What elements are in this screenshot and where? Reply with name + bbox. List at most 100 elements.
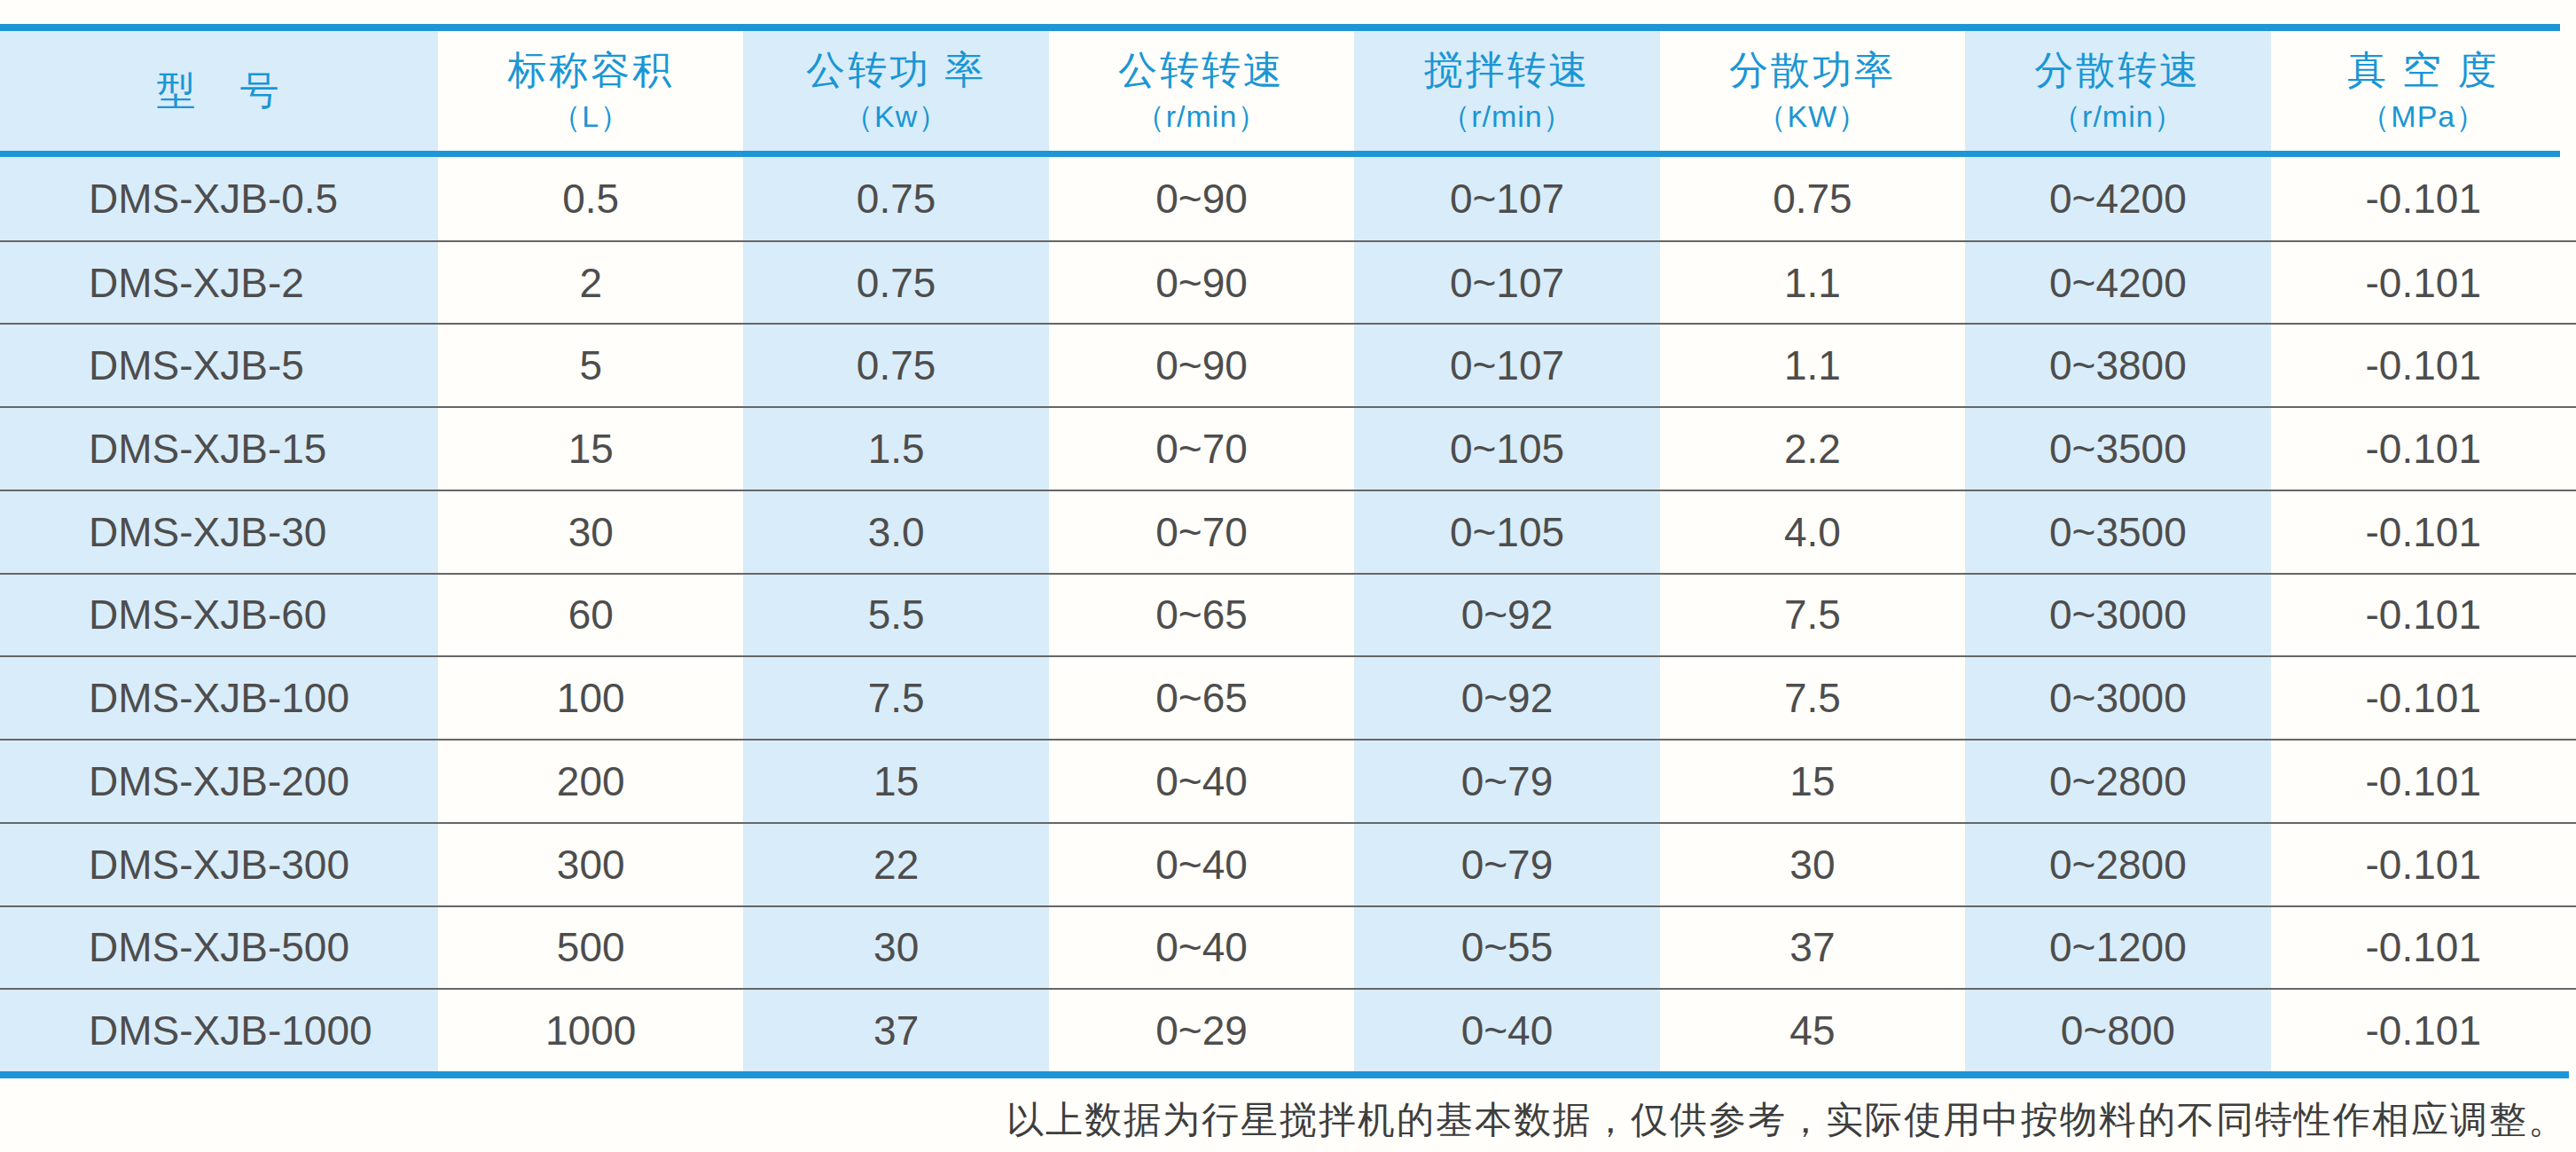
table-cell: 0~3500 (1965, 408, 2270, 490)
table-cell: 0~40 (1049, 741, 1354, 822)
table-cell: 100 (438, 657, 743, 739)
table-header-row: 型 号标称容积（L）公转功 率（Kw）公转转速（r/min）搅拌转速（r/min… (0, 31, 2576, 151)
table-cell: 500 (438, 907, 743, 989)
header-label: 公转功 率 (806, 48, 986, 93)
table-cell: 0~107 (1354, 325, 1659, 406)
table-cell: 0~1200 (1965, 907, 2270, 989)
table-bottom-border-line (0, 1071, 2569, 1078)
header-cell-4: 搅拌转速（r/min） (1354, 31, 1659, 151)
table-cell: 0~65 (1049, 657, 1354, 739)
table-cell: -0.101 (2271, 242, 2576, 324)
table-cell: 15 (1660, 741, 1965, 822)
table-cell: 2 (438, 242, 743, 324)
table-cell: -0.101 (2271, 907, 2576, 989)
table-cell: 4.0 (1660, 491, 1965, 573)
table-cell: 2.2 (1660, 408, 1965, 490)
table-cell: -0.101 (2271, 491, 2576, 573)
header-cell-7: 真 空 度 （MPa） (2271, 31, 2576, 151)
table-cell: 30 (743, 907, 1048, 989)
table-cell: 15 (438, 408, 743, 490)
table-cell: -0.101 (2271, 408, 2576, 490)
table-cell: 30 (1660, 824, 1965, 905)
model-cell: DMS-XJB-15 (0, 408, 438, 490)
footer-note-area: 以上数据为行星搅拌机的基本数据，仅供参考，实际使用中按物料的不同特性作相应调整。 (0, 1078, 2576, 1152)
table-cell: 5.5 (743, 575, 1048, 656)
table-cell: 300 (438, 824, 743, 905)
table-cell: 1.1 (1660, 325, 1965, 406)
table-cell: 0~70 (1049, 491, 1354, 573)
table-cell: 0~55 (1354, 907, 1659, 989)
table-row: DMS-XJB-0.50.50.750~900~1070.750~4200-0.… (0, 157, 2576, 240)
top-margin (0, 0, 2576, 24)
table-cell: 0~4200 (1965, 157, 2270, 240)
footer-note: 以上数据为行星搅拌机的基本数据，仅供参考，实际使用中按物料的不同特性作相应调整。 (1006, 1095, 2567, 1145)
table-cell: 0.75 (1660, 157, 1965, 240)
model-cell: DMS-XJB-5 (0, 325, 438, 406)
table-cell: 0~3800 (1965, 325, 2270, 406)
table-cell: 0~92 (1354, 575, 1659, 656)
header-unit: （KW） (1757, 99, 1869, 134)
table-row: DMS-XJB-550.750~900~1071.10~3800-0.101 (0, 323, 2576, 406)
table-cell: 0~3000 (1965, 575, 2270, 656)
table-cell: 0.75 (743, 157, 1048, 240)
model-cell: DMS-XJB-2 (0, 242, 438, 324)
table-row: DMS-XJB-1001007.50~650~927.50~3000-0.101 (0, 655, 2576, 739)
header-cell-5: 分散功率 （KW） (1660, 31, 1965, 151)
table-row: DMS-XJB-15151.50~700~1052.20~3500-0.101 (0, 406, 2576, 490)
table-cell: 7.5 (743, 657, 1048, 739)
table-cell: 0.5 (438, 157, 743, 240)
table-cell: 45 (1660, 990, 1965, 1071)
header-label: 搅拌转速 (1423, 48, 1590, 93)
table-row: DMS-XJB-60605.50~650~927.50~3000-0.101 (0, 573, 2576, 656)
table-cell: 0~90 (1049, 325, 1354, 406)
table-cell: -0.101 (2271, 741, 2576, 822)
model-cell: DMS-XJB-60 (0, 575, 438, 656)
table-cell: 0~105 (1354, 408, 1659, 490)
header-cell-6: 分散转速 （r/min） (1965, 31, 2270, 151)
table-cell: 200 (438, 741, 743, 822)
header-unit: （r/min） (2051, 99, 2185, 134)
table-cell: 0~70 (1049, 408, 1354, 490)
table-cell: 3.0 (743, 491, 1048, 573)
model-cell: DMS-XJB-0.5 (0, 157, 438, 240)
header-cell-0: 型 号 (0, 31, 438, 151)
table-cell: -0.101 (2271, 824, 2576, 905)
table-row: DMS-XJB-300300220~400~79300~2800-0.101 (0, 822, 2576, 905)
header-label: 分散转速 (2034, 48, 2201, 93)
table-cell: -0.101 (2271, 990, 2576, 1071)
table-cell: -0.101 (2271, 575, 2576, 656)
table-cell: 0~65 (1049, 575, 1354, 656)
header-label: 型 号 (157, 68, 282, 114)
table-cell: 0.75 (743, 325, 1048, 406)
table-cell: 0~4200 (1965, 242, 2270, 324)
table-cell: 0~105 (1354, 491, 1659, 573)
header-label: 标称容积 (507, 48, 674, 93)
table-cell: -0.101 (2271, 657, 2576, 739)
table-cell: 0~40 (1354, 990, 1659, 1071)
table-row: DMS-XJB-10001000370~290~40450~800-0.101 (0, 988, 2576, 1071)
table-cell: 0~79 (1354, 741, 1659, 822)
model-cell: DMS-XJB-300 (0, 824, 438, 905)
table-cell: 0~92 (1354, 657, 1659, 739)
header-label: 真 空 度 (2347, 48, 2499, 93)
table-cell: 7.5 (1660, 657, 1965, 739)
table-cell: 0~107 (1354, 157, 1659, 240)
table-cell: 0~107 (1354, 242, 1659, 324)
table-top-border-line (0, 24, 2560, 31)
header-cell-1: 标称容积（L） (438, 31, 743, 151)
table-cell: 0~40 (1049, 824, 1354, 905)
header-label: 分散功率 (1729, 48, 1896, 93)
model-cell: DMS-XJB-100 (0, 657, 438, 739)
header-unit: （MPa） (2360, 99, 2486, 134)
table-cell: -0.101 (2271, 157, 2576, 240)
table-cell: 22 (743, 824, 1048, 905)
spec-sheet-page: 型 号标称容积（L）公转功 率（Kw）公转转速（r/min）搅拌转速（r/min… (0, 0, 2576, 1152)
table-row: DMS-XJB-220.750~900~1071.10~4200-0.101 (0, 240, 2576, 324)
table-cell: 0~79 (1354, 824, 1659, 905)
header-cell-2: 公转功 率（Kw） (743, 31, 1048, 151)
table-cell: 15 (743, 741, 1048, 822)
table-cell: 0.75 (743, 242, 1048, 324)
header-unit: （r/min） (1135, 99, 1269, 134)
table-row: DMS-XJB-200200150~400~79150~2800-0.101 (0, 739, 2576, 822)
header-divider-line (0, 151, 2560, 157)
